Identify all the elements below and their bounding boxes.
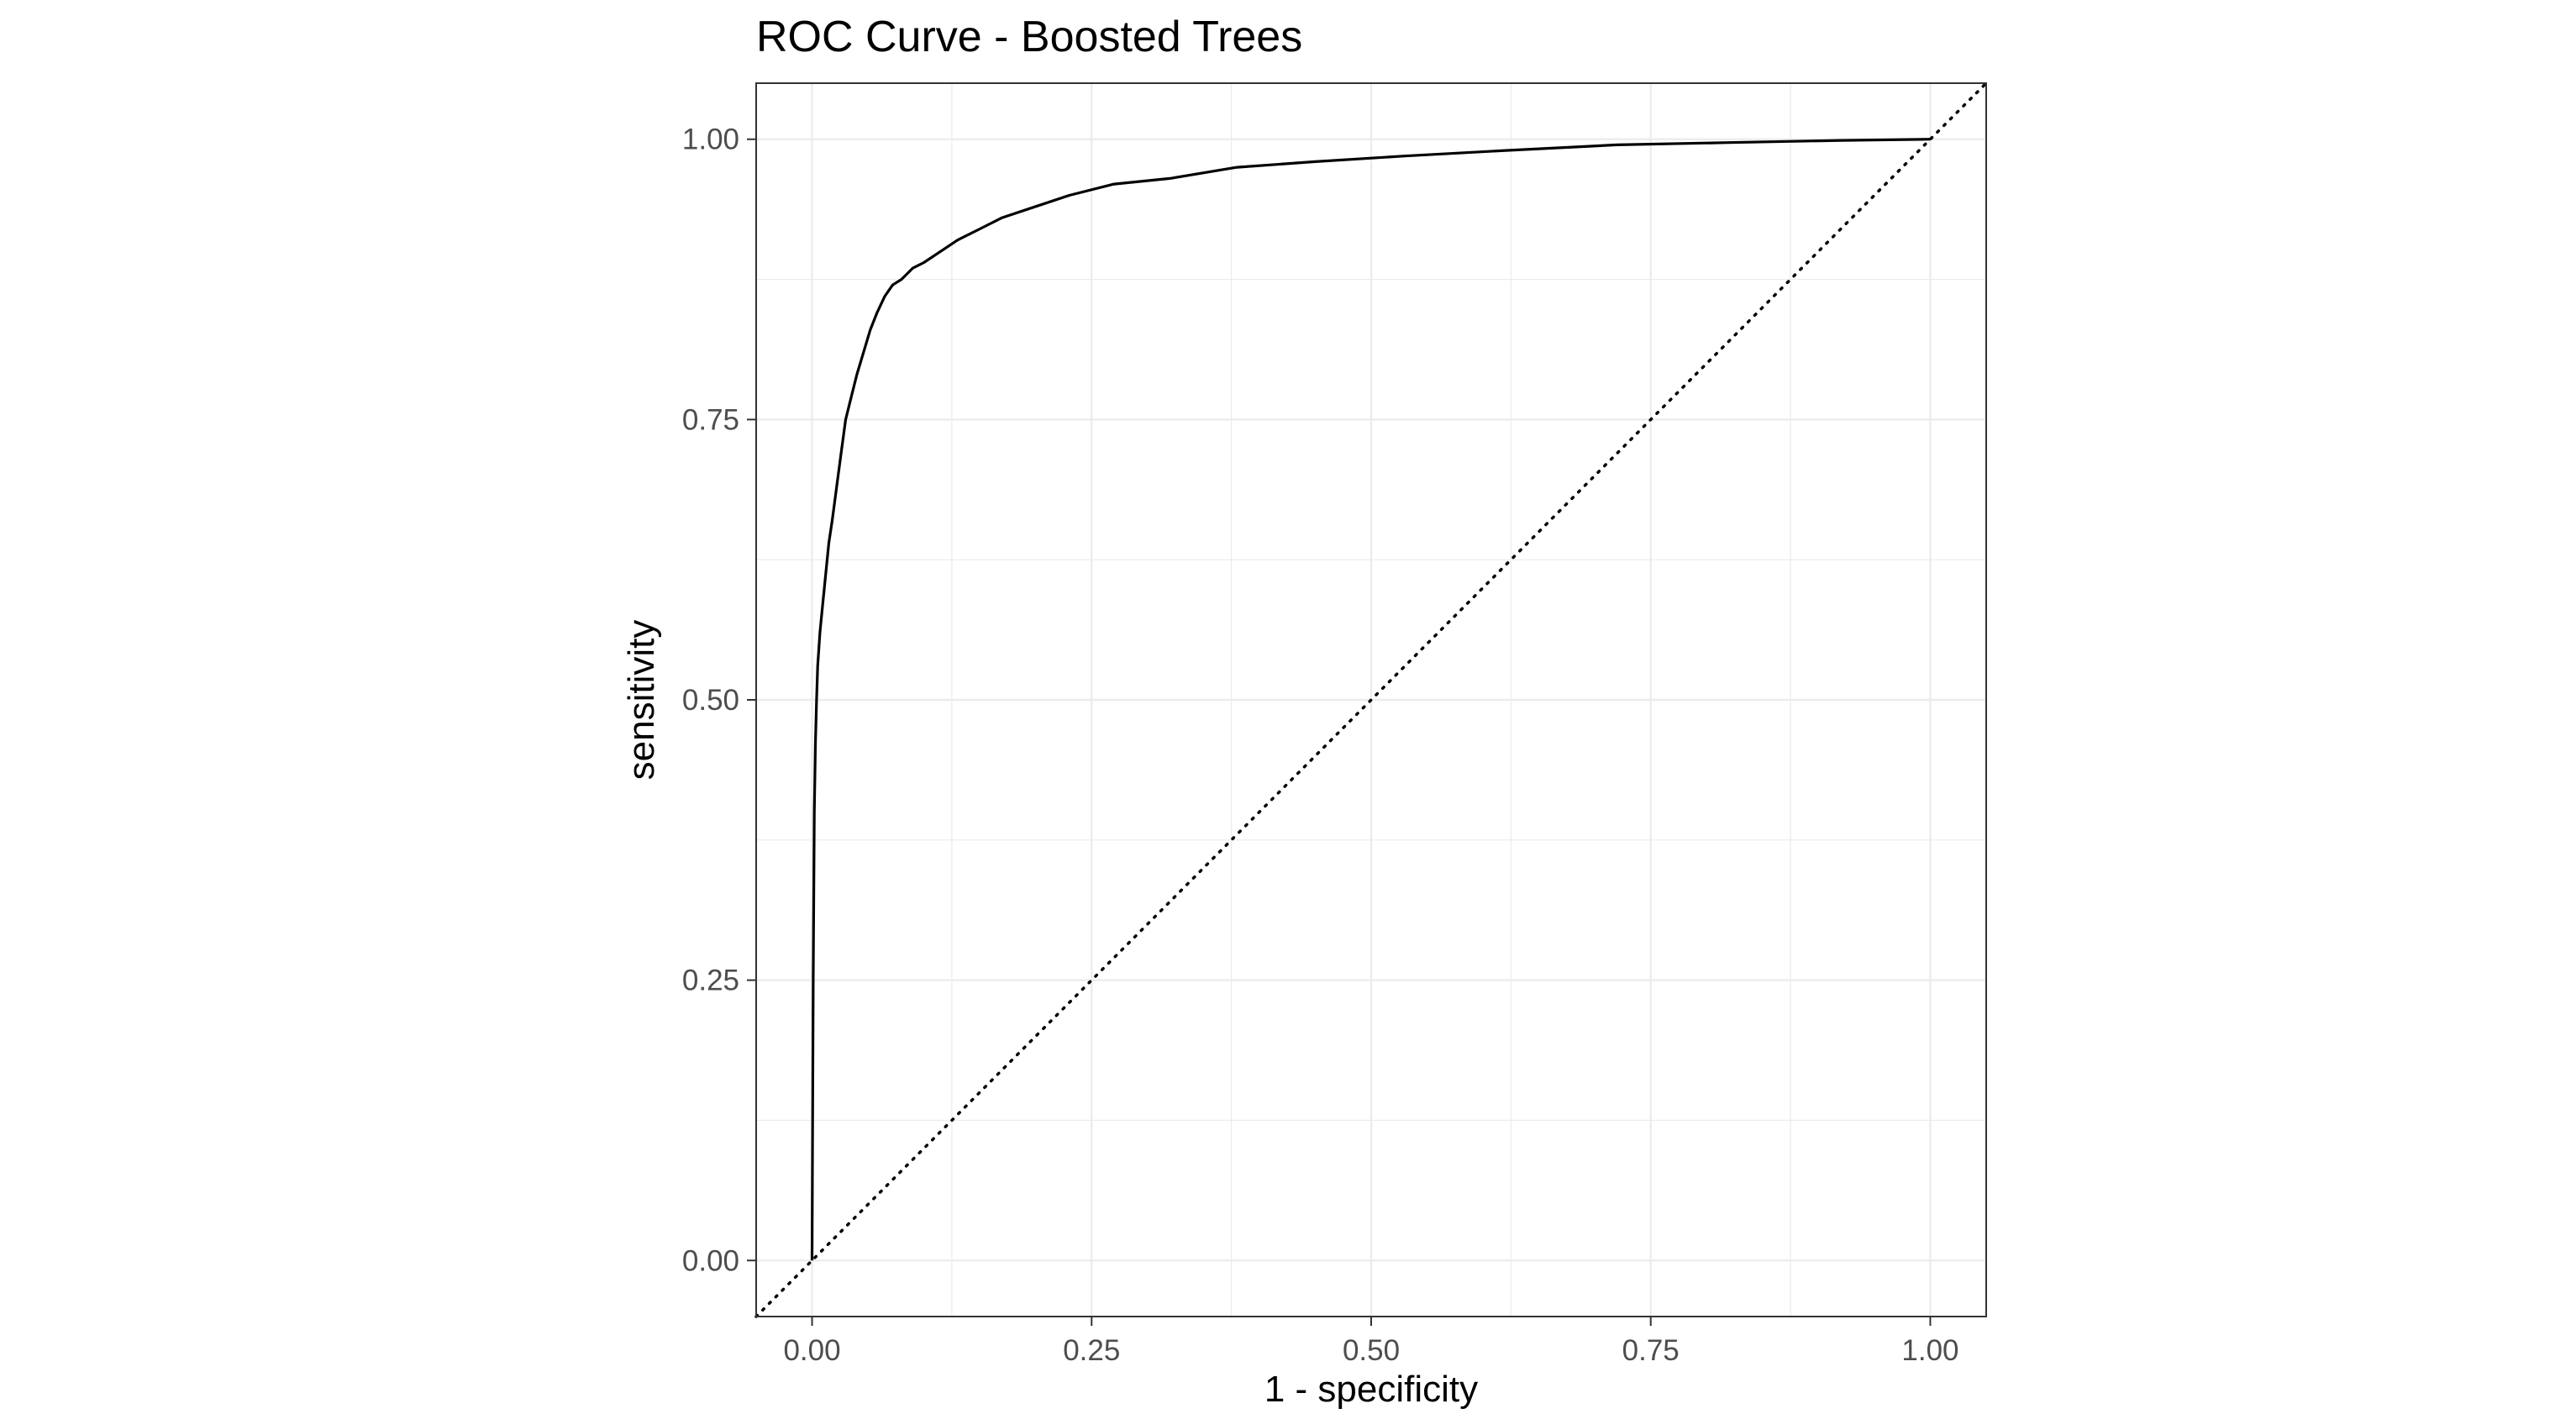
y-tick-label: 0.50 xyxy=(682,684,739,717)
chance-diagonal-line xyxy=(754,81,1988,1318)
series-group xyxy=(810,138,1931,1261)
x-tick-label: 0.25 xyxy=(1063,1334,1120,1367)
y-tick-label: 0.75 xyxy=(682,403,739,436)
x-tick-label: 0.50 xyxy=(1343,1334,1400,1367)
y-axis: 0.00 0.25 0.50 0.75 1.00 xyxy=(682,124,756,1277)
chart-title: ROC Curve - Boosted Trees xyxy=(756,13,1302,61)
y-tick-label: 0.00 xyxy=(682,1244,739,1277)
y-axis-title: sensitivity xyxy=(621,620,662,781)
y-tick-label: 1.00 xyxy=(682,124,739,156)
x-tick-label: 1.00 xyxy=(1901,1334,1958,1367)
roc-curve-line xyxy=(810,138,1931,1261)
x-tick-label: 0.00 xyxy=(783,1334,840,1367)
reference-line-group xyxy=(754,81,1988,1318)
x-axis: 0.00 0.25 0.50 0.75 1.00 xyxy=(783,1317,1959,1367)
y-tick-label: 0.25 xyxy=(682,965,739,997)
x-tick-label: 0.75 xyxy=(1622,1334,1680,1367)
grid-lines xyxy=(756,83,1986,1317)
x-axis-title: 1 - specificity xyxy=(1264,1369,1478,1410)
